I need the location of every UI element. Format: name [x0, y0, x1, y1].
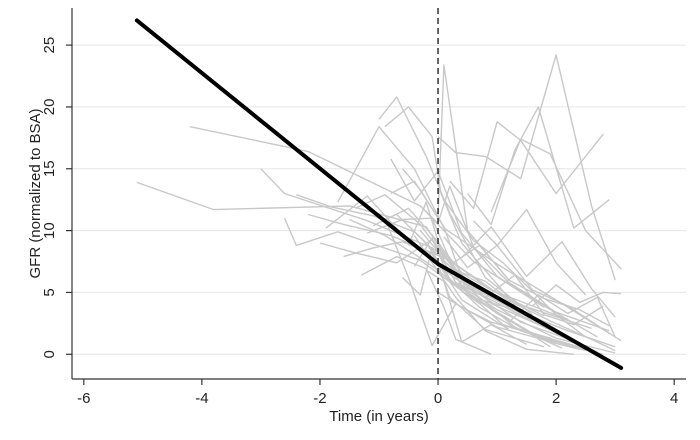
fitted-line-layer [134, 18, 624, 370]
individual-trajectory-8 [384, 106, 516, 306]
individual-trajectories [136, 54, 622, 355]
axes [71, 8, 686, 380]
individual-trajectory-12 [467, 106, 610, 229]
individual-trajectory-43 [461, 226, 616, 318]
individual-trajectory-1 [189, 126, 545, 308]
individual-trajectory-38 [390, 158, 598, 338]
x-tick-label-3: 0 [434, 390, 442, 407]
x-tick-label-1: -4 [195, 390, 208, 407]
gridlines [72, 44, 686, 355]
x-tick-label-4: 2 [552, 390, 560, 407]
y-tick-label-4: 20 [41, 99, 58, 116]
individual-trajectory-7 [378, 96, 533, 316]
individual-trajectory-37 [296, 194, 545, 317]
y-tick-label-2: 10 [41, 222, 58, 239]
individual-trajectory-40 [532, 284, 622, 307]
individual-trajectory-34 [425, 269, 527, 346]
y-tick-label-5: 25 [41, 37, 58, 54]
individual-trajectory-33 [449, 268, 580, 350]
y-tick-label-1: 5 [41, 288, 58, 296]
individual-trajectory-42 [472, 208, 587, 296]
individual-trajectory-11 [449, 121, 604, 210]
y-tick-label-3: 15 [41, 160, 58, 177]
individual-trajectory-41 [508, 294, 616, 338]
individual-trajectory-22 [319, 238, 575, 343]
individual-trajectory-20 [419, 230, 616, 354]
individual-trajectory-18 [407, 201, 563, 349]
fitted-line [134, 18, 624, 370]
tick-labels: -6 -4 -2 0 2 4 0 5 10 15 20 25 [41, 37, 678, 407]
individual-trajectory-14 [355, 193, 580, 344]
x-tick-label-5: 4 [670, 390, 678, 407]
individual-trajectory-36 [372, 207, 580, 344]
individual-trajectory-25 [384, 217, 557, 347]
y-axis-title: GFR (normalized to BSA) [27, 108, 44, 278]
individual-trajectory-15 [366, 217, 551, 339]
individual-trajectory-31 [437, 291, 598, 353]
individual-trajectory-13 [490, 138, 622, 270]
x-axis-title: Time (in years) [329, 408, 428, 425]
individual-trajectory-26 [349, 218, 616, 348]
x-tick-label-0: -6 [77, 390, 90, 407]
x-tick-label-2: -2 [313, 390, 326, 407]
individual-trajectory-10 [437, 54, 616, 281]
y-tick-label-0: 0 [41, 350, 58, 358]
